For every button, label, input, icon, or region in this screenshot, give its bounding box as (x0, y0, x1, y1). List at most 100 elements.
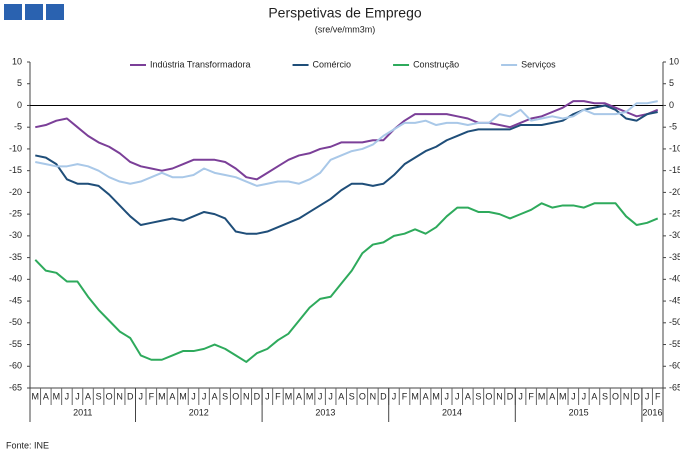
x-tick-label: J (571, 391, 576, 401)
x-tick-label: J (518, 391, 523, 401)
legend-label: Construção (413, 59, 459, 69)
x-tick-label: J (318, 391, 323, 401)
y2-tick-label: -35 (669, 252, 680, 262)
series-line (34, 202, 659, 363)
y-tick-label: -35 (9, 252, 22, 262)
x-tick-label: S (602, 391, 608, 401)
chart-title: Perspetivas de Emprego (268, 5, 422, 21)
x-tick-label: D (380, 391, 387, 401)
legend-label: Serviços (521, 59, 556, 69)
y2-tick-label: -50 (669, 317, 680, 327)
x-tick-label: D (254, 391, 261, 401)
x-tick-label: N (496, 391, 503, 401)
x-tick-label: A (338, 391, 344, 401)
x-tick-label: D (507, 391, 514, 401)
x-tick-label: F (402, 391, 408, 401)
x-tick-label: S (475, 391, 481, 401)
x-group-label: 2013 (315, 407, 335, 417)
x-tick-label: O (612, 391, 619, 401)
logo-block (46, 4, 64, 20)
y2-tick-label: -65 (669, 382, 680, 392)
x-tick-label: A (212, 391, 218, 401)
x-tick-label: J (65, 391, 70, 401)
chart-subtitle: (sre/ve/mm3m) (315, 24, 376, 34)
x-tick-label: M (306, 391, 314, 401)
x-tick-label: J (265, 391, 270, 401)
x-tick-label: M (411, 391, 419, 401)
x-tick-label: A (423, 391, 429, 401)
y-tick-label: -30 (9, 230, 22, 240)
y2-tick-label: -45 (669, 295, 680, 305)
x-tick-label: M (432, 391, 440, 401)
series-line (35, 100, 659, 181)
x-tick-label: J (444, 391, 449, 401)
y-tick-label: -65 (9, 382, 22, 392)
y-tick-label: -45 (9, 295, 22, 305)
y2-tick-label: -55 (669, 339, 680, 349)
x-tick-label: N (116, 391, 123, 401)
x-tick-label: M (538, 391, 546, 401)
y-tick-label: -25 (9, 209, 22, 219)
x-tick-label: S (96, 391, 102, 401)
x-tick-label: A (591, 391, 597, 401)
y-tick-label: 0 (17, 100, 22, 110)
x-tick-label: D (633, 391, 640, 401)
x-tick-label: O (359, 391, 366, 401)
x-tick-label: J (328, 391, 333, 401)
x-group-label: 2016 (642, 407, 662, 417)
x-tick-label: J (191, 391, 196, 401)
x-tick-label: F (655, 391, 661, 401)
x-tick-label: F (275, 391, 281, 401)
y2-tick-label: -60 (669, 361, 680, 371)
legend-label: Indústria Transformadora (150, 59, 251, 69)
x-tick-label: O (485, 391, 492, 401)
y2-tick-label: -10 (669, 143, 680, 153)
y-tick-label: 5 (17, 78, 22, 88)
x-tick-label: S (222, 391, 228, 401)
x-tick-label: A (465, 391, 471, 401)
x-tick-label: N (623, 391, 630, 401)
x-group-label: 2015 (569, 407, 589, 417)
x-tick-label: A (549, 391, 555, 401)
y2-tick-label: -5 (669, 122, 677, 132)
x-tick-label: S (349, 391, 355, 401)
y2-tick-label: 5 (669, 78, 674, 88)
y-tick-label: -5 (14, 122, 22, 132)
y2-tick-label: -40 (669, 274, 680, 284)
x-tick-label: J (202, 391, 207, 401)
x-tick-label: A (169, 391, 175, 401)
y-tick-label: -55 (9, 339, 22, 349)
y2-tick-label: 10 (669, 56, 679, 66)
x-tick-label: F (528, 391, 534, 401)
x-tick-label: A (296, 391, 302, 401)
x-tick-label: J (582, 391, 587, 401)
y-tick-label: -10 (9, 143, 22, 153)
x-tick-label: O (232, 391, 239, 401)
x-tick-label: A (85, 391, 91, 401)
x-tick-label: J (75, 391, 80, 401)
y2-tick-label: -30 (669, 230, 680, 240)
x-group-label: 2011 (73, 407, 92, 417)
logo-block (25, 4, 43, 20)
y2-tick-label: -20 (669, 187, 680, 197)
x-tick-label: A (43, 391, 49, 401)
y2-tick-label: -25 (669, 209, 680, 219)
y-tick-label: -40 (9, 274, 22, 284)
y-tick-label: -20 (9, 187, 22, 197)
y-tick-label: -60 (9, 361, 22, 371)
x-group-label: 2014 (442, 407, 462, 417)
logo-block (4, 4, 22, 20)
legend-label: Comércio (313, 59, 352, 69)
y-tick-label: 10 (12, 56, 22, 66)
x-tick-label: M (285, 391, 293, 401)
x-tick-label: M (559, 391, 567, 401)
x-tick-label: O (106, 391, 113, 401)
y2-tick-label: -15 (669, 165, 680, 175)
x-tick-label: N (243, 391, 250, 401)
x-tick-label: D (127, 391, 134, 401)
x-tick-label: J (392, 391, 397, 401)
x-tick-label: J (645, 391, 650, 401)
x-tick-label: M (32, 391, 40, 401)
x-tick-label: J (455, 391, 460, 401)
